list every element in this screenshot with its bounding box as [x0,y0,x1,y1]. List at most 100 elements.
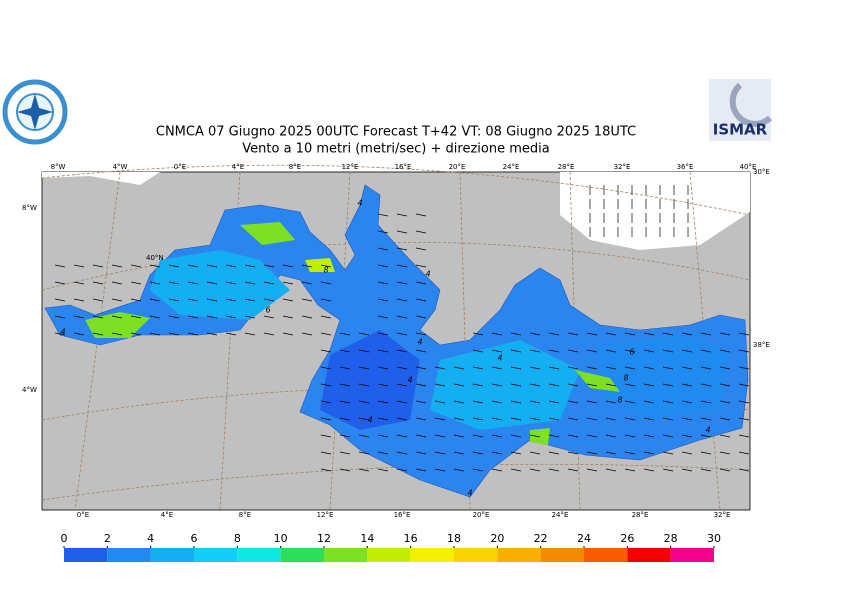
lon-label: 20°E [449,163,466,171]
wind-arrow [244,332,256,336]
wind-arrow [738,434,750,438]
wind-arrow [453,383,465,387]
wind-arrow [681,400,693,404]
wind-arrow [491,332,503,336]
wind-arrow [567,332,579,336]
wind-arrow [339,468,351,472]
wind-arrow [92,332,104,336]
wind-arrow [73,264,85,268]
wind-arrow [624,468,636,472]
contour-label: 4 [497,354,502,363]
wind-arrow [548,332,560,336]
wind-arrow [529,434,541,438]
colorbar-segment [64,548,108,562]
wind-arrow [491,366,503,370]
wind-arrow [206,264,218,268]
wind-arrow [396,383,408,387]
logo-text: ISMAR [713,121,768,139]
wind-arrow [168,315,180,319]
wind-arrow [396,213,408,217]
wind-arrow [472,417,484,421]
wind-arrow [149,281,161,285]
wind-arrow [168,332,180,336]
wind-arrow [415,434,427,438]
colorbar-label: 28 [664,532,678,545]
wind-arrow [92,264,104,268]
contour-label: 4 [467,489,472,498]
wind-arrow [624,400,636,404]
wind-arrow [605,417,617,421]
wind-arrow [377,383,389,387]
colorbar-label: 26 [620,532,634,545]
wind-arrow [662,434,674,438]
wind-arrow [206,298,218,302]
wind-arrow [738,451,750,455]
colorbar-segment [410,548,454,562]
wind-arrow [586,349,598,353]
wind-arrow [415,400,427,404]
contour-label: 4 [357,199,362,208]
wind-arrow [54,264,66,268]
wind-arrow [111,315,123,319]
wind-arrow [320,366,332,370]
wind-arrow [529,451,541,455]
wind-arrow [149,264,161,268]
wind-arrow [149,332,161,336]
colorbar-label: 10 [274,532,288,545]
wind-arrow [377,349,389,353]
wind-arrow [643,451,655,455]
wind-arrow [415,366,427,370]
wind-arrow [377,400,389,404]
contour-label: 4 [425,270,430,279]
wind-arrow [282,332,294,336]
wind-arrow [396,468,408,472]
wind-arrow [396,417,408,421]
wind-arrow [377,332,389,336]
colorbar-segment [540,548,584,562]
lon-label: 4°E [232,163,244,171]
wind-arrow [605,366,617,370]
wind-arrow [605,349,617,353]
wind-arrow [586,417,598,421]
wind-arrow [681,417,693,421]
contour-label: 8 [323,266,328,275]
wind-arrow [377,468,389,472]
wind-arrow [263,332,275,336]
wind-arrow [567,383,579,387]
wind-arrow [491,468,503,472]
wind-arrow [92,281,104,285]
side-label: 30°E [753,168,770,176]
wind-arrow [529,366,541,370]
wind-arrow [434,468,446,472]
wind-arrow [377,264,389,268]
wind-arrow [415,213,427,217]
wind-arrow [510,400,522,404]
wind-arrow [548,434,560,438]
wind-arrow [358,434,370,438]
wind-arrow [377,417,389,421]
wind-arrow [320,400,332,404]
wind-arrow [719,349,731,353]
lon-label: 4°E [161,511,173,519]
wind-arrow [567,417,579,421]
wind-arrow [415,298,427,302]
wind-arrow [377,247,389,251]
wind-arrow [396,366,408,370]
wind-arrow [510,468,522,472]
wind-arrow [415,468,427,472]
wind-arrow [358,349,370,353]
contour-label: 4 [417,338,422,347]
wind-arrow [453,366,465,370]
wind-arrow [681,349,693,353]
wind-arrow [301,281,313,285]
wind-arrow [54,298,66,302]
wind-arrow [472,349,484,353]
wind-arrow [472,332,484,336]
wind-arrow [92,298,104,302]
wind-arrow [700,400,712,404]
lon-label: 24°E [503,163,520,171]
wind-arrow [491,417,503,421]
wind-arrow [567,468,579,472]
wind-arrow [415,230,427,234]
wind-arrow [130,264,142,268]
